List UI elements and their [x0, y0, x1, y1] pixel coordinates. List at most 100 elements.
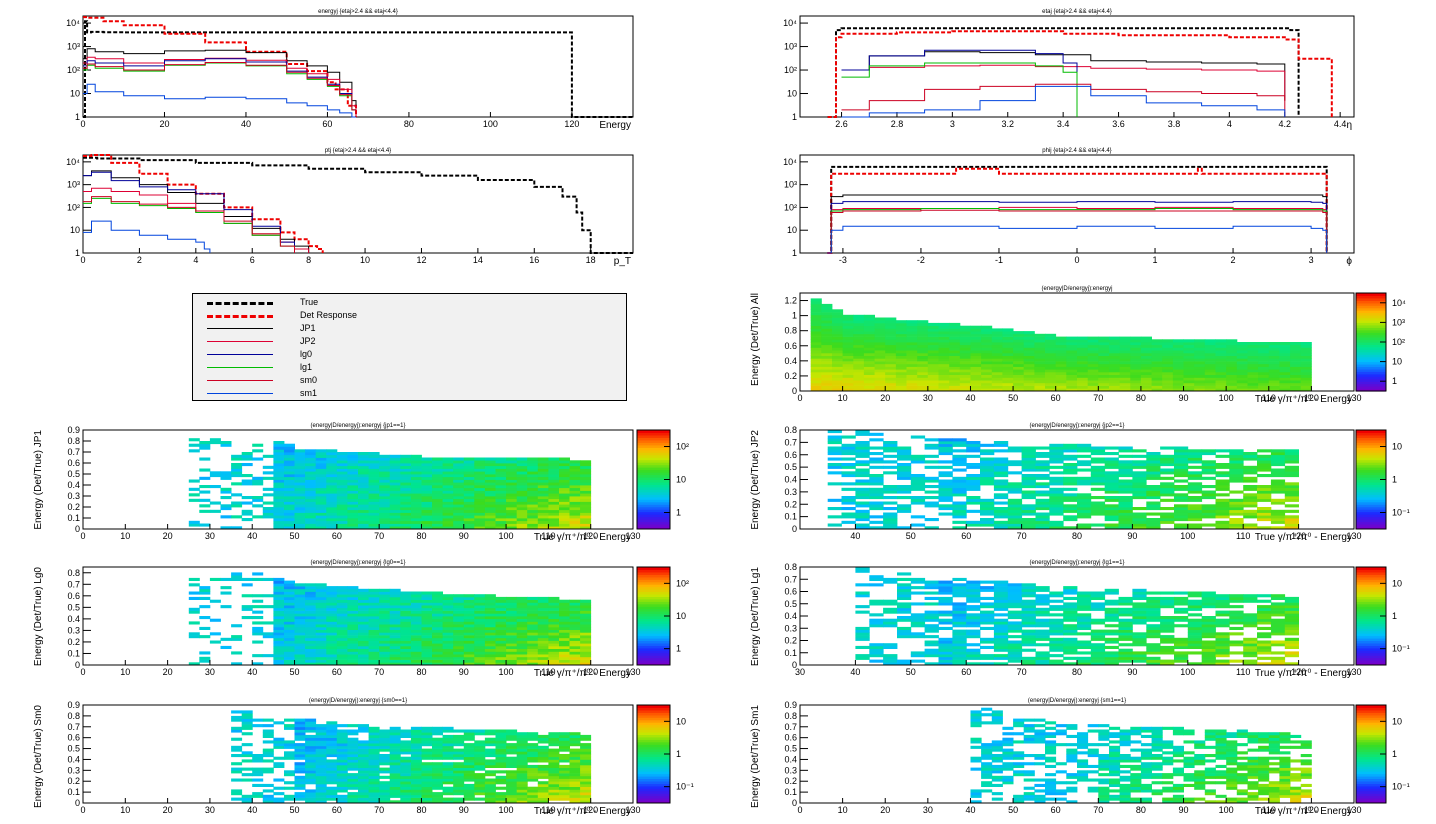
heatmap-cell: [1045, 350, 1057, 354]
heatmap-cell: [1049, 621, 1064, 625]
heatmap-cell: [910, 659, 926, 663]
heatmap-cell: [474, 605, 486, 609]
heatmap-cell: [315, 648, 327, 652]
heatmap-cell: [1021, 479, 1036, 483]
heatmap-cell: [379, 621, 391, 625]
heatmap-cell: [442, 482, 454, 486]
color-scale-step: [1356, 601, 1386, 605]
heatmap-cell: [1118, 632, 1133, 636]
heatmap-cell: [453, 605, 465, 609]
y-tick-label: 0.8: [784, 562, 797, 572]
heatmap-cell: [188, 443, 200, 447]
heatmap-cell: [537, 624, 549, 628]
heatmap-cell: [1279, 371, 1291, 375]
heatmap-cell: [368, 526, 380, 530]
heatmap-cell: [241, 605, 253, 609]
heatmap-cell: [1013, 361, 1025, 365]
heatmap-cell: [1146, 454, 1161, 458]
heatmap-cell: [1300, 380, 1312, 384]
heatmap-cell: [336, 637, 348, 641]
series-sm1: [83, 83, 356, 118]
heatmap-cell: [326, 479, 338, 483]
heatmap-cell: [874, 371, 886, 375]
heatmap-cell: [1007, 651, 1023, 655]
color-scale-step: [637, 526, 670, 530]
heatmap-cell: [949, 385, 961, 389]
heatmap-cell: [1035, 515, 1050, 519]
heatmap-cell: [252, 778, 264, 782]
heatmap-cell: [980, 588, 995, 592]
heatmap-cell: [924, 586, 939, 590]
heatmap-cell: [358, 659, 369, 663]
heatmap-cell: [869, 460, 884, 464]
heatmap-cell: [853, 355, 865, 359]
heatmap-cell: [410, 621, 422, 625]
heatmap-cell: [326, 501, 338, 505]
heatmap-cell: [241, 773, 253, 777]
heatmap-cell: [347, 632, 359, 636]
heatmap-cell: [516, 621, 528, 625]
heatmap-cell: [315, 493, 327, 497]
heatmap-cell: [432, 471, 443, 475]
heatmap-cell: [315, 490, 327, 494]
heatmap-cell: [569, 640, 581, 644]
heatmap-cell: [209, 577, 221, 581]
color-scale-step: [1356, 459, 1386, 463]
heatmap-cell: [294, 621, 306, 625]
heatmap-cell: [1077, 515, 1092, 519]
heatmap-cell: [305, 501, 317, 505]
heatmap-cell: [895, 347, 907, 351]
heatmap-cell: [906, 388, 918, 392]
heatmap-cell: [453, 515, 465, 519]
heatmap-cell: [832, 342, 844, 346]
z-tick-label: 1: [1392, 376, 1397, 386]
heatmap-cell: [474, 648, 486, 652]
color-scale-step: [1356, 504, 1386, 508]
heatmap-cell: [1007, 526, 1023, 530]
heatmap-cell: [1174, 498, 1189, 502]
heatmap-cell: [284, 474, 295, 478]
heatmap-cell: [841, 443, 856, 447]
heatmap-cell: [1063, 610, 1078, 614]
heatmap-cell: [938, 344, 950, 348]
heatmap-cell: [569, 482, 581, 486]
heatmap-cell: [821, 342, 833, 346]
heatmap-cell: [1132, 656, 1147, 660]
color-scale-step: [637, 620, 670, 624]
heatmap-cell: [966, 580, 981, 584]
heatmap-cell: [358, 616, 369, 620]
heatmap-cell: [326, 509, 338, 513]
heatmap-cell: [294, 792, 306, 796]
heatmap-cell: [1229, 471, 1244, 475]
heatmap-cell: [810, 350, 822, 354]
heatmap-cell: [463, 629, 475, 633]
heatmap-cell: [347, 654, 359, 658]
heatmap-cell: [1132, 523, 1147, 527]
heatmap-cell: [966, 656, 981, 660]
heatmap-cell: [326, 613, 338, 617]
heatmap-cell: [810, 333, 822, 337]
heatmap-cell: [548, 460, 560, 464]
heatmap-cell: [358, 515, 369, 519]
heatmap-cell: [938, 479, 953, 483]
chart-title: (energy|D/energyj):energyj {lg1==1}: [1030, 560, 1125, 566]
heatmap-cell: [410, 626, 422, 630]
x-tick-label: 130: [1346, 393, 1361, 403]
heatmap-cell: [1063, 591, 1078, 595]
heatmap-cell: [495, 635, 507, 639]
heatmap-cell: [389, 496, 401, 500]
heatmap-cell: [841, 501, 856, 505]
heatmap-cell: [1119, 339, 1131, 343]
heatmap-cell: [1247, 350, 1259, 354]
y-tick-label: 0.2: [784, 371, 797, 381]
heatmap-cell: [315, 588, 327, 592]
heatmap-cell: [199, 476, 211, 480]
heatmap-cell: [347, 526, 359, 530]
heatmap-cell: [199, 596, 211, 600]
heatmap-cell: [1132, 465, 1147, 469]
heatmap-cell: [883, 465, 898, 469]
heatmap-cell: [927, 371, 939, 375]
heatmap-cell: [241, 732, 253, 736]
heatmap-cell: [981, 342, 993, 346]
heatmap-cell: [516, 643, 528, 647]
